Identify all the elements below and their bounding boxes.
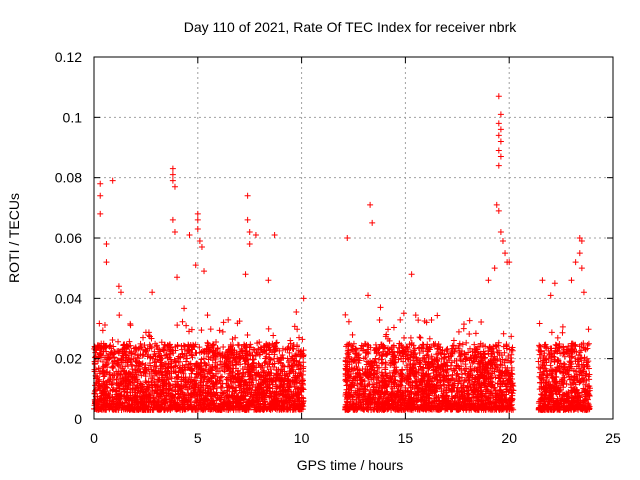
- data-point: [114, 380, 121, 387]
- data-point: [219, 328, 226, 335]
- data-point: [174, 322, 181, 329]
- data-point: [213, 338, 220, 345]
- data-point: [116, 385, 123, 392]
- data-point: [131, 351, 138, 358]
- data-point: [107, 342, 114, 349]
- data-point: [198, 327, 205, 334]
- data-points: [91, 93, 593, 413]
- data-point: [136, 344, 143, 351]
- data-point: [197, 372, 204, 379]
- data-point: [211, 391, 218, 398]
- data-point: [286, 349, 293, 356]
- data-point: [260, 369, 267, 376]
- data-point: [265, 325, 272, 332]
- data-point: [210, 379, 217, 386]
- data-point: [267, 366, 274, 373]
- data-point: [214, 375, 221, 382]
- data-point: [143, 379, 150, 386]
- data-point: [101, 321, 108, 328]
- data-point: [142, 378, 149, 385]
- data-point: [239, 366, 246, 373]
- data-point: [137, 340, 144, 347]
- data-point: [220, 344, 227, 351]
- data-point: [205, 356, 212, 363]
- data-point: [233, 358, 240, 365]
- data-point: [91, 343, 98, 350]
- data-point: [287, 337, 294, 344]
- data-point: [229, 336, 236, 343]
- data-point: [158, 372, 165, 379]
- data-point: [126, 338, 133, 345]
- data-point: [179, 318, 186, 325]
- data-point: [115, 338, 122, 345]
- data-point: [247, 341, 254, 348]
- data-point: [196, 344, 203, 351]
- data-point: [152, 363, 159, 370]
- data-point: [253, 377, 260, 384]
- data-point: [183, 322, 190, 329]
- data-point: [230, 354, 237, 361]
- data-point: [141, 342, 148, 349]
- data-point: [236, 318, 243, 325]
- data-point: [296, 334, 303, 341]
- data-point: [181, 305, 188, 312]
- data-point: [119, 375, 126, 382]
- data-point: [106, 369, 113, 376]
- data-point: [217, 383, 224, 390]
- data-point: [251, 346, 258, 353]
- data-point: [116, 312, 123, 319]
- data-point: [109, 337, 116, 344]
- data-point: [151, 348, 158, 355]
- data-point: [133, 358, 140, 365]
- data-point: [188, 326, 195, 333]
- data-point: [230, 365, 237, 372]
- data-point: [300, 363, 307, 370]
- data-point: [232, 334, 239, 341]
- data-point: [201, 373, 208, 380]
- data-point: [220, 319, 227, 326]
- data-point: [219, 373, 226, 380]
- data-point: [216, 327, 223, 334]
- data-point: [225, 316, 232, 323]
- data-point: [113, 368, 120, 375]
- data-point: [182, 381, 189, 388]
- data-point: [244, 332, 251, 339]
- data-point: [300, 352, 307, 359]
- data-point: [271, 360, 278, 367]
- data-point: [164, 355, 171, 362]
- data-point: [252, 352, 259, 359]
